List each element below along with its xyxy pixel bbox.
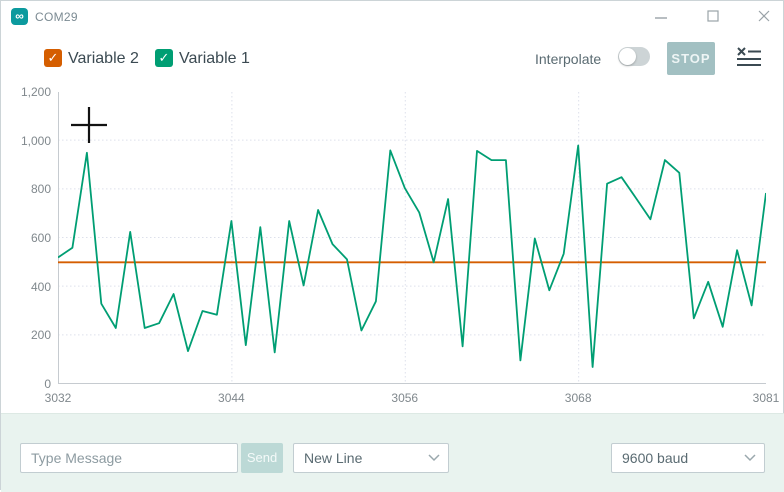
line-ending-value: New Line bbox=[304, 450, 363, 466]
baud-rate-dropdown[interactable]: 9600 baud bbox=[611, 443, 765, 473]
x-tick-label: 3068 bbox=[564, 391, 592, 405]
series-line-variable-1 bbox=[57, 144, 767, 368]
x-tick-label: 3081 bbox=[752, 391, 780, 405]
legend-checkbox-variable1[interactable]: ✓ bbox=[155, 49, 173, 67]
clear-list-button[interactable] bbox=[736, 46, 762, 68]
plot-area[interactable] bbox=[57, 91, 767, 389]
toggle-knob bbox=[619, 48, 636, 65]
x-axis-labels: 3032 3044 3056 3068 3081 bbox=[45, 391, 780, 407]
legend-label-variable2: Variable 2 bbox=[68, 50, 139, 67]
plot-svg bbox=[57, 91, 767, 384]
maximize-icon bbox=[707, 10, 719, 22]
legend-checkbox-variable2[interactable]: ✓ bbox=[44, 49, 62, 67]
y-tick-label: 800 bbox=[30, 182, 51, 197]
minimize-button[interactable] bbox=[646, 6, 676, 26]
chevron-down-icon bbox=[744, 454, 756, 462]
maximize-button[interactable] bbox=[698, 6, 728, 26]
line-ending-dropdown[interactable]: New Line bbox=[293, 443, 449, 473]
close-button[interactable] bbox=[749, 6, 779, 26]
list-x-icon bbox=[737, 47, 761, 66]
y-tick-label: 0 bbox=[44, 377, 51, 391]
y-tick-label: 1,000 bbox=[20, 133, 51, 148]
chevron-down-icon bbox=[428, 454, 440, 462]
y-tick-label: 1,200 bbox=[20, 85, 51, 99]
send-button[interactable]: Send bbox=[241, 443, 283, 473]
y-tick-label: 200 bbox=[30, 328, 51, 343]
close-icon bbox=[758, 10, 770, 22]
window-title: COM29 bbox=[35, 10, 78, 24]
x-tick-label: 3032 bbox=[44, 391, 72, 405]
stop-button[interactable]: STOP bbox=[667, 42, 715, 75]
app-icon: ∞ bbox=[11, 8, 28, 25]
interpolate-toggle[interactable] bbox=[618, 47, 650, 66]
y-tick-label: 600 bbox=[30, 231, 51, 245]
interpolate-label: Interpolate bbox=[535, 51, 602, 67]
legend-label-variable1: Variable 1 bbox=[179, 50, 250, 67]
y-tick-label: 400 bbox=[30, 279, 51, 294]
x-tick-label: 3056 bbox=[391, 391, 419, 405]
baud-rate-value: 9600 baud bbox=[622, 450, 689, 466]
message-input[interactable] bbox=[20, 443, 238, 473]
x-tick-label: 3044 bbox=[218, 391, 245, 405]
y-axis-labels: 0 200 400 600 800 1,000 1,200 bbox=[1, 85, 51, 391]
minimize-icon bbox=[655, 17, 667, 19]
